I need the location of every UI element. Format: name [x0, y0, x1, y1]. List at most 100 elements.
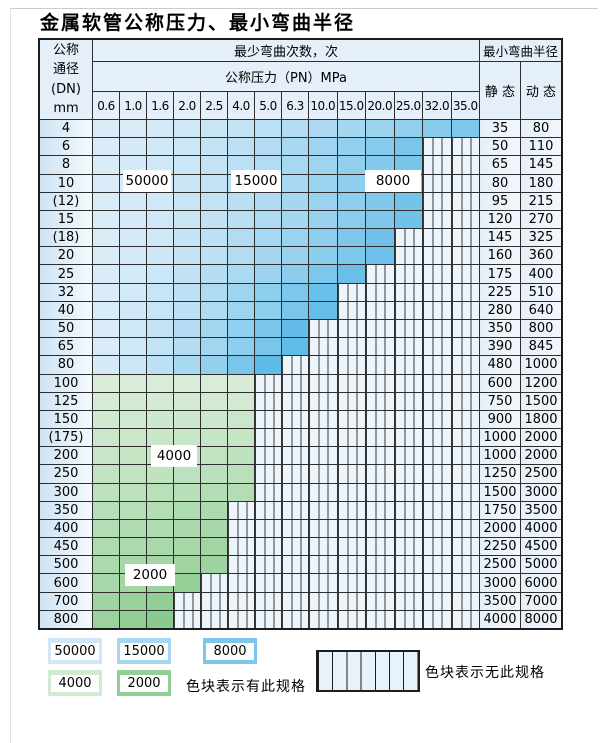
spec-cell — [147, 229, 173, 247]
dynamic-radius-value: 4000 — [521, 519, 561, 538]
spec-cell — [120, 519, 146, 538]
dynamic-header: 动 态 — [521, 62, 561, 119]
no-spec-cell — [255, 374, 281, 392]
no-spec-cell — [451, 319, 479, 338]
dynamic-radius-value: 6000 — [521, 574, 561, 592]
dynamic-radius-value: 8000 — [521, 610, 561, 628]
pressure-tick: 25.0 — [394, 92, 422, 119]
no-spec-cell — [337, 429, 365, 447]
no-spec-cell — [309, 465, 337, 483]
spec-cell — [147, 501, 173, 519]
static-radius-value: 3500 — [480, 592, 520, 610]
dynamic-radius-value: 4500 — [521, 538, 561, 556]
no-spec-cell — [366, 265, 394, 283]
static-radius-value: 3000 — [480, 574, 520, 592]
static-radius-value: 35 — [480, 120, 520, 138]
spec-cell — [282, 192, 308, 210]
static-radius-value: 175 — [480, 265, 520, 283]
no-spec-cell — [423, 538, 451, 556]
no-spec-cell — [423, 138, 451, 156]
no-spec-cell — [451, 356, 479, 374]
static-radius-value: 95 — [480, 192, 520, 210]
dynamic-radius-value: 1500 — [521, 392, 561, 410]
no-spec-cell — [394, 392, 422, 410]
spec-cell — [309, 156, 337, 174]
spec-cell — [120, 592, 146, 610]
dynamic-radius-value: 215 — [521, 192, 561, 210]
spec-cell — [282, 319, 308, 338]
spec-cell — [147, 156, 173, 174]
spec-cell — [228, 138, 254, 156]
no-spec-cell — [366, 574, 394, 592]
pressure-tick: 35.0 — [451, 92, 479, 119]
static-radius-value: 480 — [480, 356, 520, 374]
spec-cell — [201, 338, 227, 356]
no-spec-cell — [394, 265, 422, 283]
spec-cell — [147, 465, 173, 483]
spec-cell — [366, 156, 394, 174]
dynamic-radius-value: 270 — [521, 210, 561, 229]
spec-cell — [366, 210, 394, 229]
spec-cell — [255, 301, 281, 319]
no-spec-cell — [337, 465, 365, 483]
spec-cell — [282, 229, 308, 247]
page-title: 金属软管公称压力、最小弯曲半径 — [40, 12, 356, 34]
spec-cell — [228, 429, 254, 447]
static-radius-value: 1750 — [480, 501, 520, 519]
pressure-tick: 32.0 — [423, 92, 451, 119]
dynamic-radius-value: 145 — [521, 156, 561, 174]
no-spec-cell — [337, 483, 365, 501]
spec-cell — [174, 574, 200, 592]
spec-cell — [147, 519, 173, 538]
no-spec-cell — [423, 410, 451, 429]
dn-cell: 800 — [40, 610, 92, 628]
legend-no-spec-swatch — [316, 650, 420, 692]
legend-swatch-label: 2000 — [120, 674, 168, 692]
no-spec-cell — [201, 610, 227, 628]
no-spec-cell — [423, 519, 451, 538]
spec-cell — [201, 174, 227, 192]
dn-cell: 50 — [40, 319, 92, 338]
spec-cell — [147, 192, 173, 210]
dn-cell: 400 — [40, 519, 92, 538]
spec-cell — [93, 483, 119, 501]
no-spec-cell — [366, 501, 394, 519]
no-spec-cell — [394, 519, 422, 538]
spec-cell — [174, 410, 200, 429]
spec-cell — [309, 174, 337, 192]
spec-cell — [147, 265, 173, 283]
static-header: 静 态 — [480, 62, 520, 119]
spec-cell — [147, 429, 173, 447]
spec-cell — [201, 410, 227, 429]
spec-cell — [174, 374, 200, 392]
pressure-tick: 1.0 — [120, 92, 146, 119]
no-spec-cell — [394, 538, 422, 556]
spec-cell — [201, 447, 227, 465]
no-spec-cell — [423, 283, 451, 301]
spec-cell — [366, 192, 394, 210]
pressure-tick: 4.0 — [228, 92, 254, 119]
spec-cell — [394, 138, 422, 156]
no-spec-cell — [337, 283, 365, 301]
spec-cell — [309, 138, 337, 156]
spec-cell — [147, 301, 173, 319]
spec-cell — [366, 120, 394, 138]
spec-cell — [147, 283, 173, 301]
pressure-tick: 6.3 — [282, 92, 308, 119]
no-spec-cell — [451, 447, 479, 465]
spec-cell — [147, 483, 173, 501]
spec-cell — [93, 156, 119, 174]
spec-cell — [93, 174, 119, 192]
no-spec-cell — [394, 610, 422, 628]
legend-swatch-4000: 4000 — [48, 670, 102, 696]
spec-cell — [93, 229, 119, 247]
spec-cell — [120, 447, 146, 465]
spec-cell — [309, 265, 337, 283]
no-spec-cell — [423, 610, 451, 628]
no-spec-cell — [366, 356, 394, 374]
no-spec-cell — [337, 501, 365, 519]
spec-cell — [337, 138, 365, 156]
dynamic-radius-value: 1200 — [521, 374, 561, 392]
no-spec-cell — [451, 429, 479, 447]
spec-cell — [228, 156, 254, 174]
